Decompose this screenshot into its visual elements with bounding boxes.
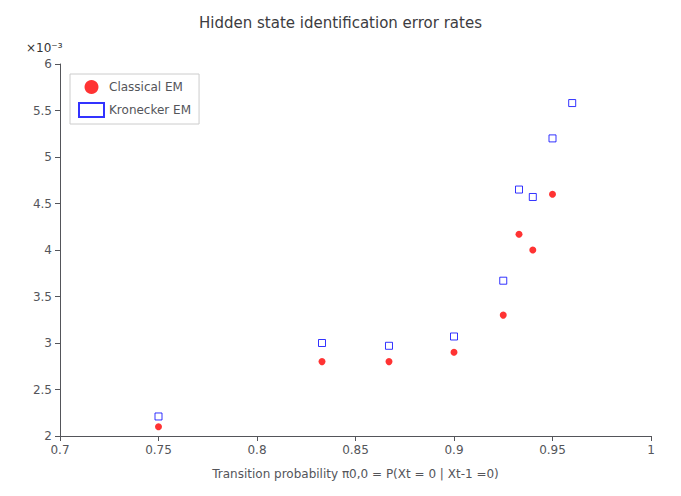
svg-text:6: 6 — [44, 57, 52, 71]
svg-text:3: 3 — [44, 336, 52, 350]
svg-text:2: 2 — [44, 429, 52, 443]
svg-text:2.5: 2.5 — [33, 383, 52, 397]
svg-text:3.5: 3.5 — [33, 290, 52, 304]
svg-text:0.75: 0.75 — [145, 443, 172, 457]
svg-text:0.7: 0.7 — [50, 443, 69, 457]
svg-text:Kronecker EM: Kronecker EM — [109, 103, 191, 117]
svg-text:5.5: 5.5 — [33, 104, 52, 118]
svg-text:0.9: 0.9 — [444, 443, 463, 457]
svg-text:0.85: 0.85 — [342, 443, 369, 457]
svg-text:0.8: 0.8 — [247, 443, 266, 457]
svg-text:4: 4 — [44, 243, 52, 257]
svg-text:5: 5 — [44, 150, 52, 164]
svg-text:Classical EM: Classical EM — [109, 80, 183, 94]
svg-text:Hidden state identification er: Hidden state identification error rates — [199, 14, 482, 32]
svg-text:Transition probability π0,0 =: Transition probability π0,0 = P(Xt = 0 |… — [211, 467, 499, 481]
svg-text:4.5: 4.5 — [33, 197, 52, 211]
svg-text:1: 1 — [647, 443, 655, 457]
svg-text:0.95: 0.95 — [539, 443, 566, 457]
svg-text:×10⁻³: ×10⁻³ — [26, 41, 63, 55]
